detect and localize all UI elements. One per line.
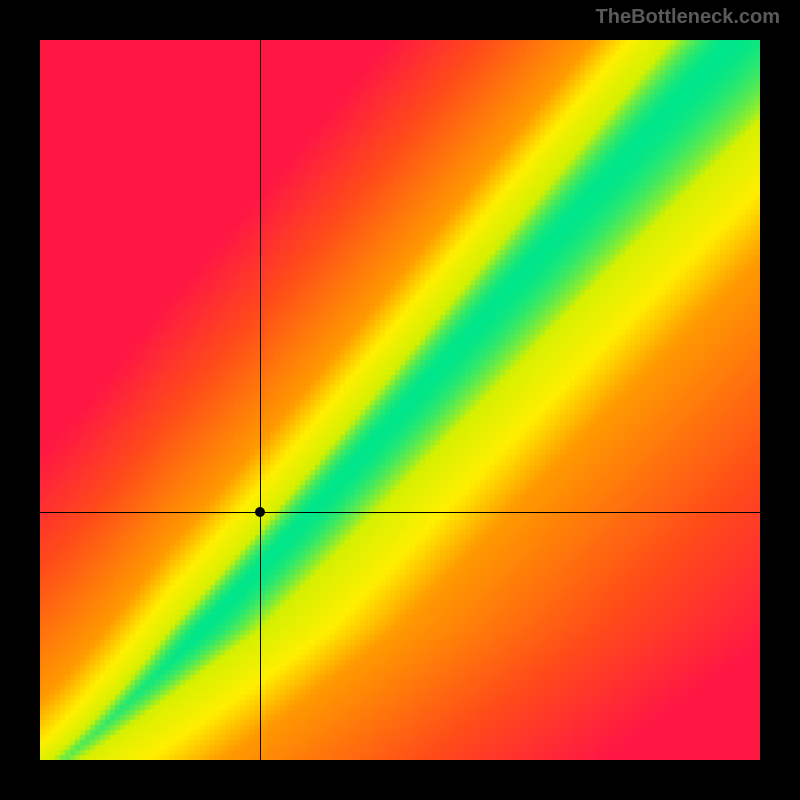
plot-area bbox=[40, 40, 760, 760]
watermark-text: TheBottleneck.com bbox=[596, 6, 780, 29]
heatmap-canvas bbox=[40, 40, 760, 760]
crosshair-vertical bbox=[260, 40, 261, 760]
chart-container: TheBottleneck.com bbox=[0, 0, 800, 800]
marker-point bbox=[255, 507, 265, 517]
crosshair-horizontal bbox=[40, 512, 760, 513]
